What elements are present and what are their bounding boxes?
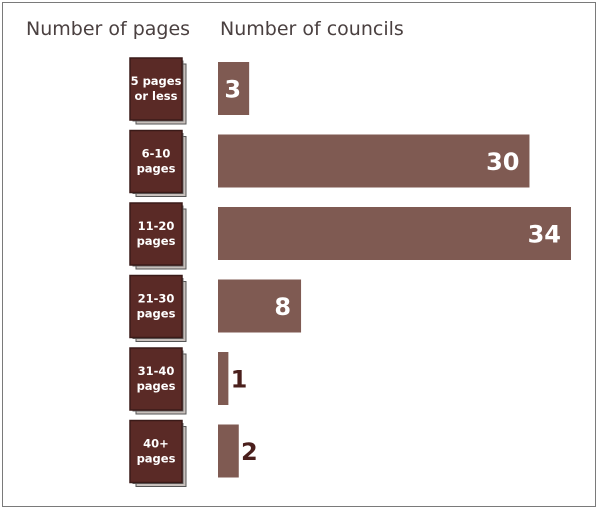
bar [218,207,571,260]
bar [218,352,229,405]
category-label: or less [134,89,177,103]
category-label: 5 pages [131,74,182,88]
category-label: pages [137,234,176,248]
bar [218,279,302,333]
data-label: 34 [528,221,561,249]
book-cover-icon [129,57,183,121]
data-label: 30 [486,148,519,176]
category-label: pages [137,452,176,466]
bar [218,62,250,115]
category-label: pages [137,307,176,321]
category-label: pages [137,379,176,393]
data-label: 8 [274,293,291,321]
category-label: pages [137,162,176,176]
book-cover-icon [129,202,183,266]
councils-header: Number of councils [220,18,404,40]
category-label: 40+ [143,437,169,451]
book-cover-icon [129,419,183,484]
category-label: 21-30 [138,292,175,306]
category-label: 31-40 [138,364,175,378]
pages-header: Number of pages [26,18,191,40]
data-label: 3 [224,76,241,104]
bar [218,424,239,478]
book-cover-icon [129,347,183,411]
data-label: 1 [231,366,248,394]
bar [218,134,530,188]
book-cover-icon [129,129,183,194]
category-label: 11-20 [138,219,175,233]
data-label: 2 [241,438,258,466]
category-label: 6-10 [142,147,171,161]
book-cover-icon [129,274,183,339]
